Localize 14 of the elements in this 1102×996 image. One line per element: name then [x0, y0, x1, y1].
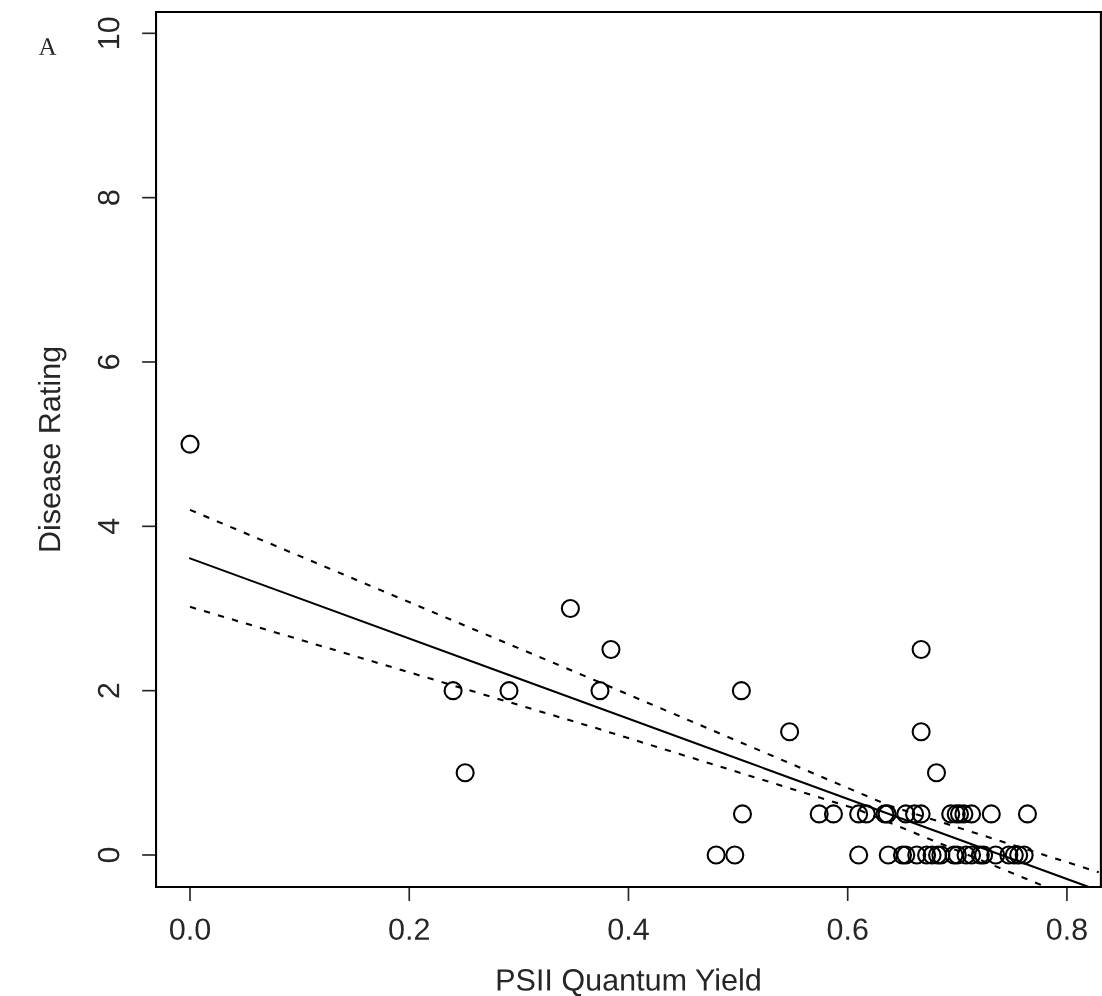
x-tick-label: 0.2: [389, 918, 429, 941]
x-tick-label: 0.0: [169, 918, 211, 941]
y-tick-label: 2: [97, 683, 120, 698]
y-tick-label: 0: [97, 847, 120, 863]
y-tick-label: 6: [97, 354, 120, 369]
y-tick-label: 4: [98, 518, 120, 535]
x-tick-label: 0.4: [608, 918, 649, 941]
y-tick-label: 8: [97, 190, 120, 205]
y-tick-label: 10: [97, 17, 120, 48]
y-axis-title: Disease Rating: [37, 347, 67, 551]
x-tick-label: 0.6: [827, 918, 868, 941]
x-axis-title: PSII Quantum Yield: [497, 968, 760, 996]
x-tick-label: 0.8: [1046, 918, 1087, 941]
text: A: [38, 38, 57, 55]
